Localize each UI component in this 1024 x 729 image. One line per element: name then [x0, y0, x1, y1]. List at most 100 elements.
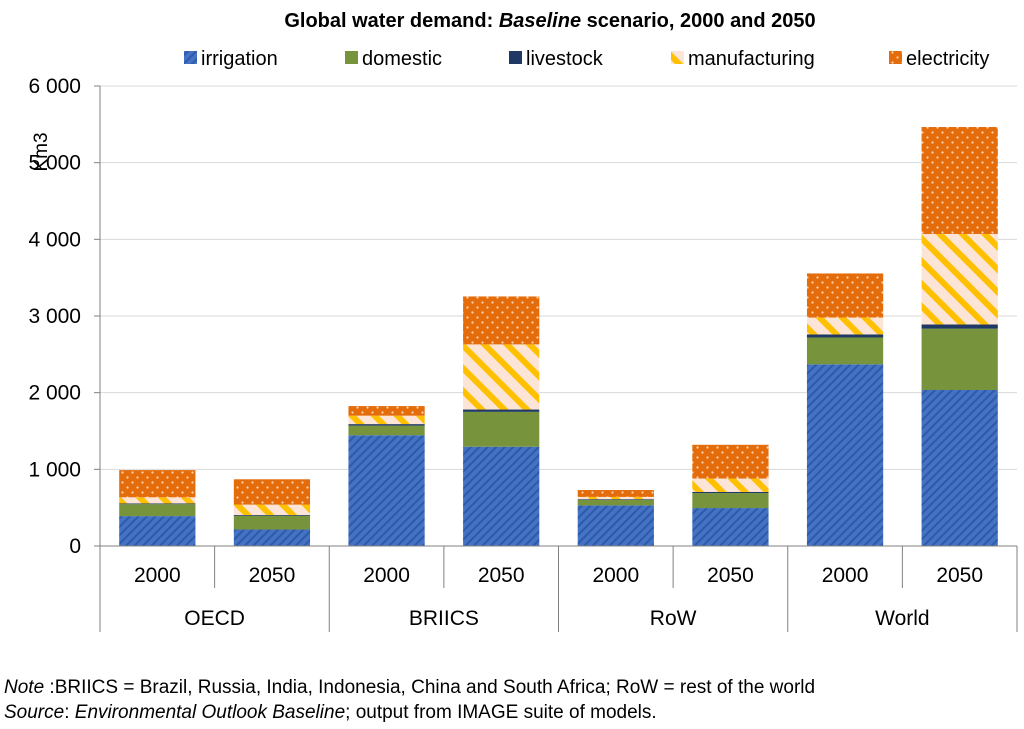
note-footnote: Note :BRIICS = Brazil, Russia, India, In…: [4, 676, 815, 700]
y-axis-label: Km3: [31, 132, 52, 171]
x-tick-label: 2000: [822, 564, 869, 587]
legend-item-manufacturing: manufacturing: [671, 48, 815, 70]
legend-item-livestock: livestock: [509, 48, 604, 70]
group-label: World: [875, 607, 929, 630]
bar-segment-electricity: [348, 406, 425, 416]
bar-segment-irrigation: [577, 505, 654, 546]
bar-segment-irrigation: [692, 508, 769, 546]
bar-segment-electricity: [119, 470, 196, 498]
source-label: Source: [4, 702, 65, 723]
legend-label: manufacturing: [688, 48, 815, 70]
x-tick-label: 2000: [134, 564, 181, 587]
y-tick-label: 1 000: [28, 458, 81, 481]
y-tick-label: 4 000: [28, 228, 81, 251]
bar-segment-domestic: [233, 515, 311, 530]
y-tick-label: 0: [69, 535, 81, 558]
x-tick-label: 2000: [592, 564, 639, 587]
source-text: ; output from IMAGE suite of models.: [345, 702, 657, 723]
bar-stack: [463, 296, 540, 546]
group-label: BRIICS: [409, 607, 479, 630]
bar-segment-domestic: [921, 328, 998, 390]
bar-segment-manufacturing: [233, 504, 311, 515]
bar-stack: [692, 444, 769, 546]
x-tick-label: 2050: [249, 564, 296, 587]
bar-segment-electricity: [577, 490, 654, 497]
bar-segment-manufacturing: [577, 496, 654, 500]
bar-segment-electricity: [463, 296, 540, 345]
bar-segment-domestic: [119, 504, 196, 517]
bar-segment-manufacturing: [921, 233, 998, 325]
legend-label: livestock: [526, 48, 604, 70]
bar-segment-electricity: [921, 127, 998, 234]
legend: irrigation domestic livestock manufacturing…: [184, 48, 989, 70]
title-part-2: Baseline: [499, 10, 581, 32]
bar-segment-manufacturing: [692, 478, 769, 492]
y-tick-label: 3 000: [28, 305, 81, 328]
bar-segment-livestock: [463, 409, 540, 412]
source-italic: Environmental Outlook Baseline: [74, 702, 346, 723]
bar-segment-domestic: [806, 337, 884, 365]
note-text: :BRIICS = Brazil, Russia, India, Indones…: [44, 677, 816, 698]
bars: [119, 127, 998, 546]
bar-stack: [233, 479, 311, 546]
legend-swatch: [509, 51, 522, 64]
bar-stack: [577, 490, 654, 546]
bar-segment-domestic: [463, 411, 540, 447]
title-part-1: Global water demand:: [284, 10, 498, 32]
bar-segment-irrigation: [233, 529, 311, 546]
bar-segment-irrigation: [119, 516, 196, 546]
legend-item-domestic: domestic: [345, 48, 442, 70]
y-tick-label: 5 000: [28, 152, 81, 175]
y-tick-label: 6 000: [28, 75, 81, 98]
bar-segment-livestock: [692, 491, 769, 494]
bar-segment-irrigation: [463, 446, 540, 546]
note-label: Note: [4, 677, 45, 698]
legend-item-irrigation: irrigation: [184, 48, 278, 70]
legend-item-electricity: electricity: [889, 48, 989, 70]
y-axis: 0 1 000 2 000 3 000 4 000 5 000 6 000: [28, 75, 101, 558]
bar-stack: [921, 127, 998, 546]
bar-segment-electricity: [233, 479, 311, 505]
legend-label: domestic: [362, 48, 442, 70]
bar-segment-irrigation: [348, 435, 425, 546]
bar-segment-domestic: [348, 425, 425, 436]
bar-stack: [119, 470, 196, 546]
bar-segment-manufacturing: [119, 497, 196, 504]
bar-stack: [348, 406, 425, 546]
bar-segment-manufacturing: [348, 415, 425, 425]
source-footnote: Source: Environmental Outlook Baseline; …: [4, 701, 657, 725]
bar-segment-livestock: [348, 424, 425, 426]
bar-segment-domestic: [692, 493, 769, 509]
source-separator: :: [64, 702, 75, 723]
bar-segment-electricity: [692, 444, 769, 479]
bar-stack: [806, 273, 884, 546]
stacked-bar-chart: Global water demand: Baseline scenario, …: [28, 10, 1018, 632]
bar-segment-domestic: [577, 500, 654, 506]
x-tick-label: 2000: [363, 564, 410, 587]
legend-swatch: [184, 51, 197, 64]
x-tick-label: 2050: [478, 564, 525, 587]
legend-label: irrigation: [201, 48, 278, 70]
bar-segment-electricity: [806, 273, 884, 318]
y-tick-label: 2 000: [28, 382, 81, 405]
legend-swatch: [345, 51, 358, 64]
group-label: OECD: [184, 607, 245, 630]
bar-segment-irrigation: [921, 389, 998, 546]
title-part-3: scenario, 2000 and 2050: [581, 10, 816, 32]
group-label: RoW: [650, 607, 697, 630]
legend-swatch: [671, 51, 684, 64]
legend-label: electricity: [906, 48, 989, 70]
bar-segment-livestock: [806, 334, 884, 338]
bar-segment-livestock: [921, 324, 998, 329]
bar-segment-irrigation: [806, 364, 884, 546]
legend-swatch: [889, 51, 902, 64]
bar-segment-manufacturing: [806, 317, 884, 335]
chart-title: Global water demand: Baseline scenario, …: [284, 10, 815, 32]
bar-segment-manufacturing: [463, 344, 540, 410]
bar-segment-livestock: [119, 503, 196, 505]
x-tick-label: 2050: [707, 564, 754, 587]
bar-segment-livestock: [577, 499, 654, 500]
x-tick-label: 2050: [936, 564, 983, 587]
